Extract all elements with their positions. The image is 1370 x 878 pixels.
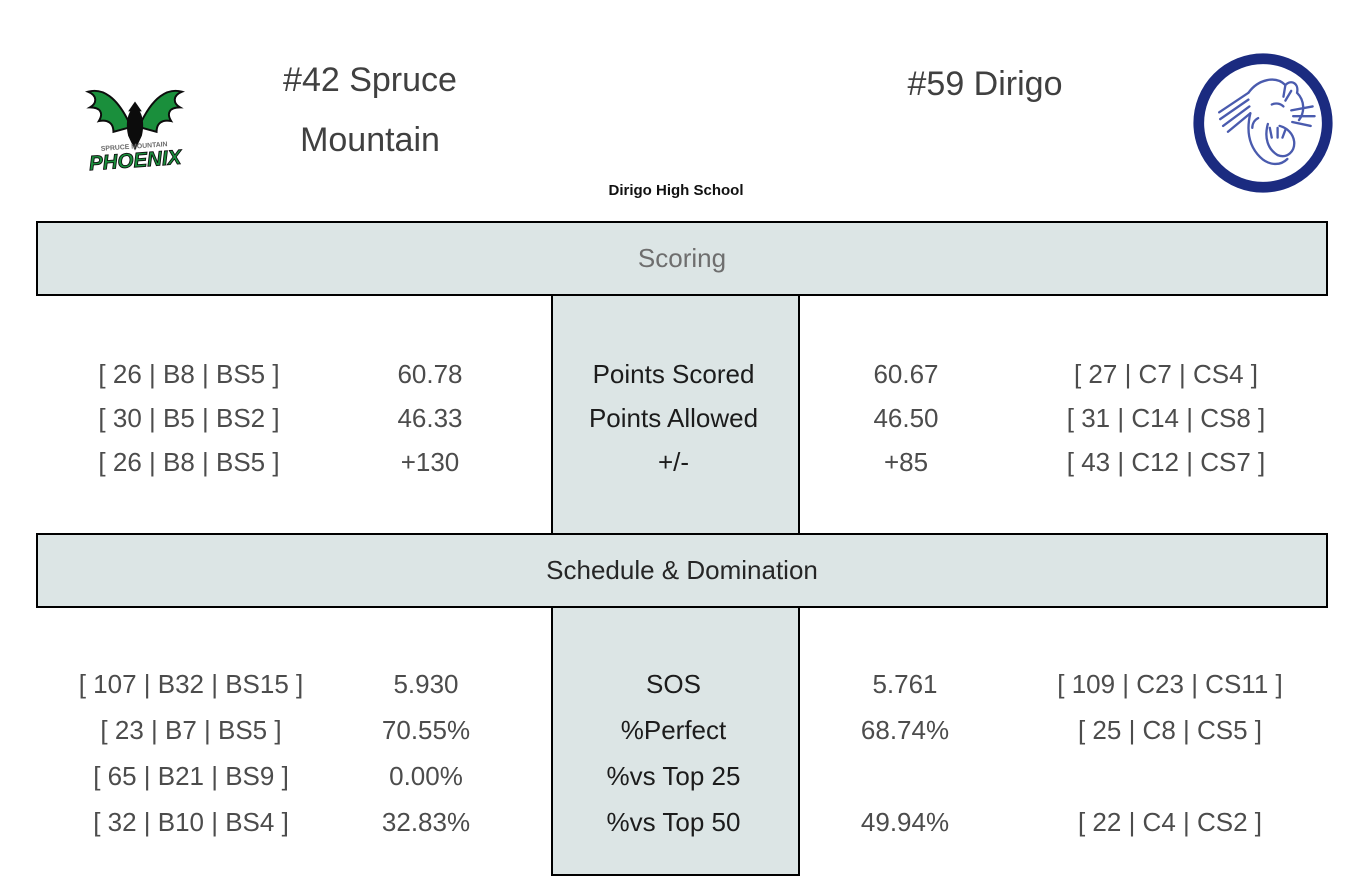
- schedule-section-title: Schedule & Domination: [546, 555, 818, 585]
- schedule-left-rank-brackets: [ 107 | B32 | BS15 ] [ 23 | B7 | BS5 ] […: [36, 661, 346, 845]
- scoring-left-values: 60.78 46.33 +130: [344, 352, 516, 484]
- left-team-title-line2: Mountain: [300, 121, 440, 159]
- scoring-right-value-row: +85: [883, 447, 929, 477]
- scoring-right-bracket-row: [ 43 | C12 | CS7 ]: [1066, 447, 1266, 477]
- scoring-right-value-row: 46.50: [873, 403, 939, 433]
- scoring-left-bracket-row: [ 30 | B5 | BS2 ]: [98, 403, 280, 433]
- scoring-left-rank-brackets: [ 26 | B8 | BS5 ] [ 30 | B5 | BS2 ] [ 26…: [36, 352, 342, 484]
- scoring-metric-label: +/-: [657, 447, 690, 477]
- scoring-left-value-row: 60.78: [397, 359, 463, 389]
- schedule-left-bracket-row: [ 65 | B21 | BS9 ]: [93, 761, 289, 791]
- schedule-metric-labels: SOS %Perfect %vs Top 25 %vs Top 50: [551, 661, 796, 845]
- schedule-right-bracket-row: [ 25 | C8 | CS5 ]: [1077, 715, 1263, 745]
- schedule-right-bracket-row: [ 109 | C23 | CS11 ]: [1057, 669, 1283, 699]
- scoring-left-value-row: +130: [400, 447, 460, 477]
- scoring-metric-label: Points Scored: [592, 359, 755, 389]
- schedule-left-values: 5.930 70.55% 0.00% 32.83%: [350, 661, 502, 845]
- schedule-left-bracket-row: [ 107 | B32 | BS15 ]: [78, 669, 304, 699]
- scoring-left-bracket-row: [ 26 | B8 | BS5 ]: [98, 447, 280, 477]
- schedule-left-value-row: 0.00%: [389, 761, 463, 791]
- left-team-title-line1: #42 Spruce: [283, 61, 457, 99]
- scoring-section-header: Scoring: [36, 221, 1328, 296]
- schedule-right-values: 5.761 68.74% 49.94%: [815, 661, 995, 845]
- schedule-metric-label: %Perfect: [620, 715, 727, 745]
- spruce-mountain-phoenix-logo-icon: SPRUCE MOUNTAIN PHOENIX: [76, 80, 194, 177]
- scoring-right-bracket-row: [ 27 | C7 | CS4 ]: [1073, 359, 1259, 389]
- left-team-title: #42 Spruce Mountain: [190, 50, 550, 170]
- scoring-metric-labels: Points Scored Points Allowed +/-: [551, 352, 796, 484]
- dirigo-cougars-logo-icon: [1190, 50, 1336, 201]
- schedule-right-rank-brackets: [ 109 | C23 | CS11 ] [ 25 | C8 | CS5 ] […: [1008, 661, 1332, 845]
- scoring-right-value-row: 60.67: [873, 359, 939, 389]
- schedule-left-bracket-row: [ 23 | B7 | BS5 ]: [100, 715, 282, 745]
- schedule-right-value-row: [815, 753, 995, 799]
- right-team-title: #59 Dirigo: [907, 65, 1063, 103]
- schedule-right-bracket-row: [1008, 753, 1332, 799]
- schedule-left-value-row: 70.55%: [381, 715, 471, 745]
- scoring-right-values: 60.67 46.50 +85: [812, 352, 1000, 484]
- schedule-right-bracket-row: [ 22 | C4 | CS2 ]: [1077, 807, 1263, 837]
- scoring-left-bracket-row: [ 26 | B8 | BS5 ]: [98, 359, 280, 389]
- subtitle-school-name: Dirigo High School: [608, 182, 744, 199]
- schedule-metric-label: %vs Top 25: [606, 761, 741, 791]
- schedule-section-header: Schedule & Domination: [36, 533, 1328, 608]
- scoring-right-rank-brackets: [ 27 | C7 | CS4 ] [ 31 | C14 | CS8 ] [ 4…: [1008, 352, 1324, 484]
- schedule-metric-label: %vs Top 50: [606, 807, 741, 837]
- schedule-metric-column: [551, 608, 800, 876]
- scoring-metric-column: [551, 296, 800, 533]
- scoring-metric-label: Points Allowed: [588, 403, 759, 433]
- scoring-section-title: Scoring: [637, 243, 727, 273]
- svg-text:SPRUCE MOUNTAIN: SPRUCE MOUNTAIN: [101, 141, 168, 153]
- schedule-left-value-row: 32.83%: [381, 807, 471, 837]
- schedule-left-bracket-row: [ 32 | B10 | BS4 ]: [93, 807, 289, 837]
- scoring-left-value-row: 46.33: [397, 403, 463, 433]
- schedule-left-value-row: 5.930: [393, 669, 459, 699]
- schedule-right-value-row: 5.761: [872, 669, 938, 699]
- scoring-right-bracket-row: [ 31 | C14 | CS8 ]: [1066, 403, 1266, 433]
- schedule-metric-label: SOS: [646, 669, 701, 699]
- schedule-right-value-row: 68.74%: [860, 715, 950, 745]
- schedule-right-value-row: 49.94%: [860, 807, 950, 837]
